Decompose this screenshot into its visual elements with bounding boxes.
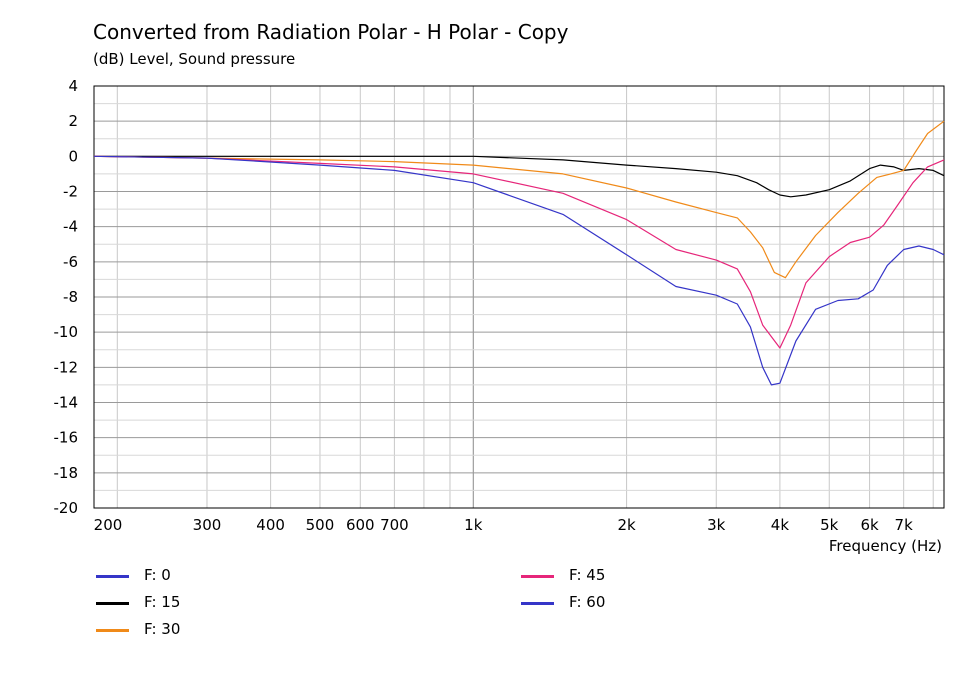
- x-axis-label: Frequency (Hz): [829, 537, 942, 555]
- x-tick-label: 200: [94, 516, 123, 534]
- y-tick-label: -20: [54, 499, 79, 517]
- x-tick-label: 400: [256, 516, 285, 534]
- y-tick-label: 4: [68, 77, 78, 95]
- legend-swatch: [521, 602, 554, 605]
- y-tick-label: -14: [54, 394, 79, 412]
- x-tick-label: 4k: [771, 516, 790, 534]
- x-tick-label: 1k: [464, 516, 483, 534]
- series-line: [93, 155, 945, 386]
- y-tick-label: -16: [54, 429, 79, 447]
- x-tick-label: 2k: [617, 516, 636, 534]
- legend-label: F: 0: [144, 566, 171, 584]
- plot-frame: [93, 85, 945, 509]
- x-tick-label: 3k: [707, 516, 726, 534]
- x-tick-label: 600: [346, 516, 375, 534]
- x-tick-label: 7k: [895, 516, 914, 534]
- y-tick-label: -8: [63, 288, 78, 306]
- y-tick-label: -6: [63, 253, 78, 271]
- x-tick-label: 300: [193, 516, 222, 534]
- series-line: [94, 155, 945, 198]
- y-tick-label: -10: [54, 323, 79, 341]
- y-tick-labels: 4 2 0 -2 -4 -6 -8 -10 -12 -14 -16 -18 -20: [54, 77, 79, 517]
- legend-label: F: 60: [569, 593, 606, 611]
- legend-swatch: [521, 575, 554, 578]
- series-line: [93, 155, 945, 349]
- x-tick-label: 5k: [820, 516, 839, 534]
- y-tick-label: -18: [54, 464, 79, 482]
- series-lines: [93, 120, 945, 386]
- legend-swatch: [96, 575, 129, 578]
- legend-label: F: 15: [144, 593, 181, 611]
- legend-swatch: [96, 629, 129, 632]
- y-axis-label: (dB) Level, Sound pressure: [93, 50, 296, 68]
- series-line: [93, 120, 945, 279]
- y-tick-label: 2: [68, 112, 78, 130]
- x-tick-label: 500: [306, 516, 335, 534]
- y-tick-label: -12: [54, 358, 79, 376]
- x-tick-label: 700: [380, 516, 409, 534]
- legend-label: F: 45: [569, 566, 606, 584]
- x-tick-labels: 200 300 400 500 600 700 1k 2k 3k 4k 5k 6k 7k: [94, 516, 913, 534]
- x-tick-label: 6k: [860, 516, 879, 534]
- y-tick-label: -4: [63, 218, 78, 236]
- chart-title: Converted from Radiation Polar - H Polar…: [93, 20, 569, 44]
- legend-label: F: 30: [144, 620, 181, 638]
- y-tick-label: 0: [68, 147, 78, 165]
- grid: [94, 85, 944, 509]
- legend-swatch: [96, 602, 129, 605]
- y-tick-label: -2: [63, 183, 78, 201]
